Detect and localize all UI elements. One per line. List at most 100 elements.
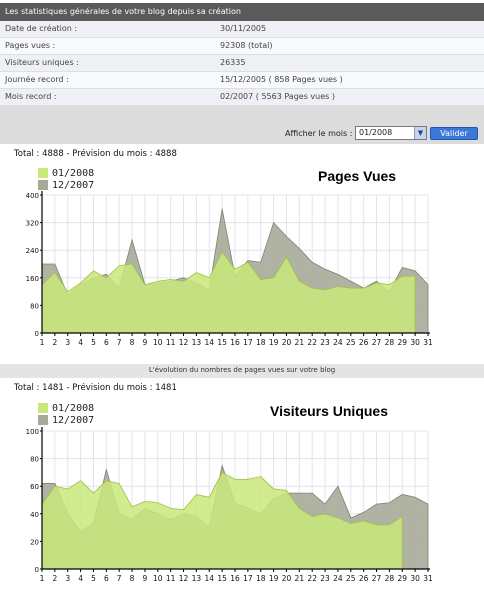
x-tick-label: 20 — [282, 574, 292, 583]
stats-label: Visiteurs uniques : — [5, 58, 79, 67]
x-tick-label: 27 — [372, 338, 382, 347]
x-tick-label: 6 — [104, 338, 109, 347]
valider-button[interactable]: Valider — [430, 127, 478, 140]
x-tick-label: 11 — [166, 338, 176, 347]
stats-value: 26335 — [220, 58, 246, 67]
x-tick-label: 2 — [52, 574, 57, 583]
x-tick-label: 31 — [423, 574, 433, 583]
x-tick-label: 16 — [230, 338, 240, 347]
x-tick-label: 1 — [40, 574, 45, 583]
legend-label: 01/2008 — [52, 402, 95, 414]
x-tick-label: 28 — [385, 338, 395, 347]
y-tick-label: 80 — [30, 302, 39, 310]
legend-item-current: 01/2008 — [38, 167, 94, 179]
x-tick-label: 4 — [78, 574, 83, 583]
x-tick-label: 14 — [204, 574, 214, 583]
x-tick-label: 14 — [204, 338, 214, 347]
legend-label: 01/2008 — [52, 167, 95, 179]
x-tick-label: 21 — [295, 338, 305, 347]
chart-caption: L'évolution du nombres de pages vues sur… — [148, 366, 336, 374]
x-tick-label: 9 — [143, 574, 148, 583]
stats-value: 15/12/2005 ( 858 Pages vues ) — [220, 75, 343, 84]
stats-row-record-day: Journée record : 15/12/2005 ( 858 Pages … — [0, 72, 484, 89]
visiteurs-uniques-panel: Total : 1481 - Prévision du mois : 1481 … — [0, 378, 484, 599]
legend-swatch-previous — [38, 415, 48, 425]
x-tick-label: 30 — [410, 338, 420, 347]
x-tick-label: 30 — [410, 574, 420, 583]
stats-row-creation-date: Date de création : 30/11/2005 — [0, 21, 484, 38]
stats-table: Date de création : 30/11/2005 Pages vues… — [0, 21, 484, 106]
y-tick-label: 60 — [30, 483, 39, 491]
stats-header: Les statistiques générales de votre blog… — [0, 3, 484, 21]
x-tick-label: 31 — [423, 338, 433, 347]
x-tick-label: 23 — [320, 338, 330, 347]
y-tick-label: 20 — [30, 538, 39, 546]
x-tick-label: 17 — [243, 574, 253, 583]
x-tick-label: 1 — [40, 338, 45, 347]
x-tick-label: 29 — [397, 574, 407, 583]
y-tick-label: 240 — [26, 247, 39, 255]
x-tick-label: 13 — [192, 338, 202, 347]
x-tick-label: 10 — [153, 574, 163, 583]
y-tick-label: 400 — [26, 192, 39, 200]
x-tick-label: 24 — [333, 574, 343, 583]
stats-value: 02/2007 ( 5563 Pages vues ) — [220, 92, 335, 101]
legend: 01/2008 12/2007 — [38, 402, 94, 426]
x-tick-label: 7 — [117, 338, 122, 347]
y-tick-label: 40 — [30, 511, 39, 519]
month-label: Afficher le mois : — [285, 129, 353, 138]
x-tick-label: 12 — [179, 574, 189, 583]
y-tick-label: 320 — [26, 220, 39, 228]
x-tick-label: 9 — [143, 338, 148, 347]
x-tick-label: 6 — [104, 574, 109, 583]
x-tick-label: 3 — [65, 338, 70, 347]
x-tick-label: 21 — [295, 574, 305, 583]
y-tick-label: 80 — [30, 456, 39, 464]
x-tick-label: 7 — [117, 574, 122, 583]
y-tick-label: 0 — [35, 330, 39, 338]
x-tick-label: 15 — [217, 338, 227, 347]
x-tick-label: 20 — [282, 338, 292, 347]
series-area-current — [41, 251, 416, 334]
month-form: Afficher le mois : 01/2008 ▼ Valider — [0, 126, 484, 142]
legend-item-previous: 12/2007 — [38, 179, 94, 191]
x-tick-label: 12 — [179, 338, 189, 347]
x-tick-label: 17 — [243, 338, 253, 347]
x-tick-label: 8 — [130, 574, 135, 583]
legend-item-current: 01/2008 — [38, 402, 94, 414]
x-tick-label: 3 — [65, 574, 70, 583]
x-tick-label: 22 — [307, 574, 317, 583]
stats-label: Date de création : — [5, 24, 78, 33]
x-tick-label: 29 — [397, 338, 407, 347]
stats-label: Journée record : — [5, 75, 69, 84]
chevron-down-icon[interactable]: ▼ — [414, 127, 426, 139]
x-tick-label: 4 — [78, 338, 83, 347]
month-select[interactable]: 01/2008 ▼ — [355, 126, 427, 140]
x-tick-label: 26 — [359, 338, 369, 347]
stats-row-record-month: Mois record : 02/2007 ( 5563 Pages vues … — [0, 89, 484, 106]
x-tick-label: 13 — [192, 574, 202, 583]
x-tick-label: 24 — [333, 338, 343, 347]
series-area-current — [41, 471, 403, 570]
legend-swatch-current — [38, 403, 48, 413]
x-tick-label: 25 — [346, 574, 356, 583]
pages-vues-panel: Total : 4888 - Prévision du mois : 4888 … — [0, 144, 484, 364]
legend-item-previous: 12/2007 — [38, 414, 94, 426]
total-line: Total : 1481 - Prévision du mois : 1481 — [14, 383, 177, 393]
stats-value: 30/11/2005 — [220, 24, 267, 33]
legend: 01/2008 12/2007 — [38, 167, 94, 191]
legend-label: 12/2007 — [52, 179, 95, 191]
x-tick-label: 5 — [91, 338, 96, 347]
x-tick-label: 11 — [166, 574, 176, 583]
x-tick-label: 16 — [230, 574, 240, 583]
x-tick-label: 19 — [269, 574, 279, 583]
x-tick-label: 26 — [359, 574, 369, 583]
stats-label: Pages vues : — [5, 41, 56, 50]
x-tick-label: 8 — [130, 338, 135, 347]
legend-label: 12/2007 — [52, 414, 95, 426]
x-tick-label: 25 — [346, 338, 356, 347]
chart-title: Visiteurs Uniques — [270, 403, 389, 419]
x-tick-label: 19 — [269, 338, 279, 347]
